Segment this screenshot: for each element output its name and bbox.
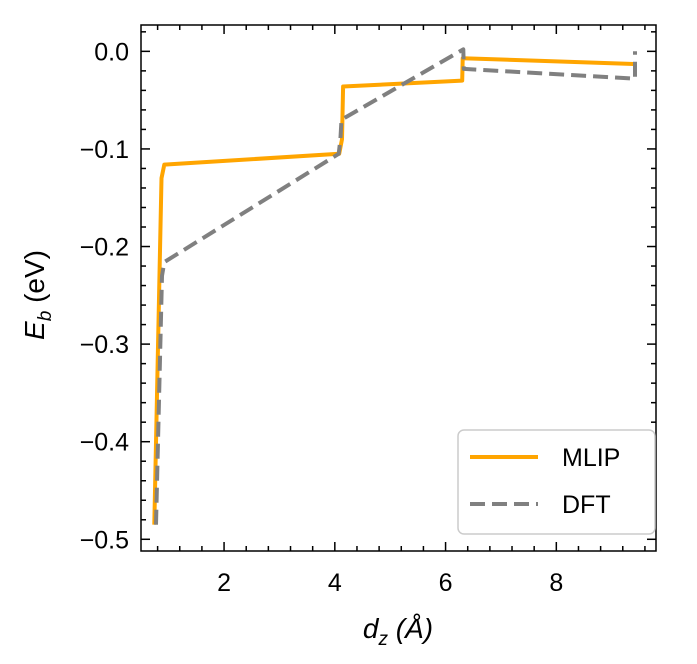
x-axis-label: dz (Å): [363, 613, 433, 650]
y-axis-label: Eb (eV): [19, 250, 56, 340]
ticks: [141, 25, 656, 551]
x-tick-label: 4: [328, 569, 342, 597]
x-tick-label: 2: [217, 569, 231, 597]
plot-frame: [140, 24, 657, 552]
series-dft-line: [154, 47, 637, 525]
y-tick-label: −0.4: [80, 429, 129, 457]
legend-box: [457, 429, 656, 535]
y-tick-label: −0.2: [80, 234, 129, 262]
axes-frame: [140, 24, 657, 552]
x-tick-label: 6: [439, 569, 453, 597]
y-tick-label: −0.3: [80, 331, 129, 359]
legend-dft-label: DFT: [562, 491, 611, 519]
series-mlip-line: [152, 56, 634, 525]
y-tick-label: 0.0: [94, 38, 129, 66]
legend-mlip-label: MLIP: [562, 444, 620, 472]
tick-labels: 2 4 6 8 0.0 −0.1 −0.2 −0.3 −0.4 −0.5: [80, 38, 564, 597]
x-tick-label: 8: [549, 569, 563, 597]
plot-lines: [152, 47, 637, 525]
y-tick-label: −0.5: [80, 526, 129, 554]
legend: MLIP DFT: [457, 429, 656, 535]
y-tick-label: −0.1: [80, 136, 129, 164]
